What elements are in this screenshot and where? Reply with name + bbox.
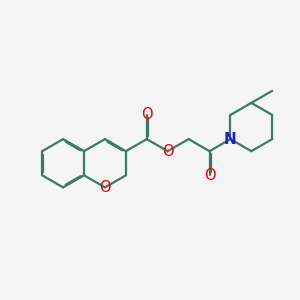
- Text: O: O: [141, 107, 153, 122]
- Text: O: O: [204, 168, 215, 183]
- Text: O: O: [99, 180, 111, 195]
- Text: O: O: [162, 144, 173, 159]
- Text: N: N: [224, 132, 237, 147]
